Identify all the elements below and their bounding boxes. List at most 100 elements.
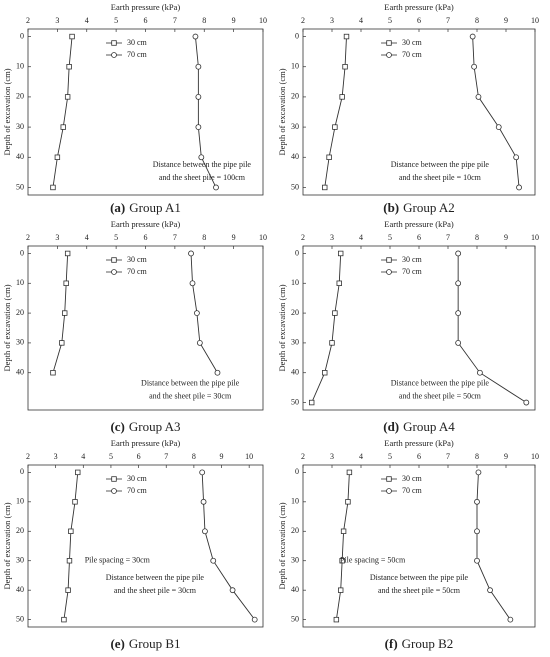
caption-label: (b): [383, 200, 399, 215]
y-tick-label: 50: [16, 182, 24, 191]
marker-square: [339, 558, 345, 564]
x-tick-label: 4: [359, 233, 363, 242]
y-tick-label: 30: [16, 556, 24, 565]
marker-circle: [386, 488, 392, 494]
x-tick-label: 9: [504, 452, 508, 461]
marker-circle: [229, 587, 236, 594]
marker-square: [326, 154, 332, 160]
marker-square: [63, 280, 69, 286]
x-tick-label: 7: [446, 16, 450, 25]
x-tick-label: 9: [504, 233, 508, 242]
marker-circle: [386, 52, 392, 58]
marker-square: [339, 94, 345, 100]
y-tick-label: 50: [16, 614, 24, 623]
marker-circle: [455, 310, 462, 316]
y-axis-title: Depth of excavation (cm): [277, 502, 287, 589]
x-tick-label: 6: [144, 16, 148, 25]
x-tick-label: 5: [114, 16, 118, 25]
marker-circle: [195, 63, 202, 70]
annotation: Distance between the pipe pile: [391, 160, 490, 169]
marker-circle: [195, 94, 202, 100]
x-tick-label: 7: [446, 452, 450, 461]
x-tick-label: 9: [232, 16, 236, 25]
x-tick-label: 8: [475, 452, 479, 461]
y-tick-label: 0: [20, 31, 24, 40]
y-tick-label: 20: [16, 92, 24, 101]
marker-circle: [474, 498, 480, 505]
marker-circle: [476, 369, 483, 376]
marker-circle: [195, 124, 202, 130]
annotation: and the sheet pile = 30cm: [114, 586, 197, 595]
marker-circle: [200, 498, 207, 505]
marker-circle: [455, 340, 462, 346]
y-axis-title: Depth of excavation (cm): [2, 68, 12, 155]
marker-square: [322, 370, 328, 376]
y-tick-label: 10: [16, 278, 24, 287]
y-tick-label: 20: [291, 526, 299, 535]
marker-square: [64, 94, 71, 100]
x-tick-label: 5: [114, 233, 118, 242]
annotation: and the sheet pile = 50cm: [399, 392, 482, 401]
x-tick-label: 3: [330, 16, 334, 25]
marker-square: [337, 250, 344, 257]
caption-label: (d): [383, 419, 399, 434]
caption-text: Group A2: [403, 200, 455, 215]
y-tick-label: 0: [295, 467, 299, 476]
marker-square: [69, 33, 75, 40]
marker-circle: [487, 587, 493, 594]
x-tick-label: 10: [531, 16, 539, 25]
marker-square: [111, 257, 117, 263]
x-tick-label: 10: [259, 233, 267, 242]
series-line: [324, 36, 347, 188]
marker-circle: [213, 184, 219, 191]
series-line: [472, 36, 520, 188]
marker-square: [72, 499, 78, 505]
x-tick-label: 5: [388, 452, 392, 461]
legend-label: 30 cm: [402, 474, 423, 483]
marker-circle: [198, 154, 205, 161]
y-axis-title: Depth of excavation (cm): [2, 502, 12, 589]
legend-label: 30 cm: [127, 474, 148, 483]
marker-square: [343, 33, 350, 40]
x-tick-label: 2: [301, 233, 305, 242]
marker-square: [332, 310, 338, 316]
y-axis-title: Depth of excavation (cm): [2, 284, 12, 371]
y-tick-label: 40: [16, 368, 24, 377]
legend-label: 70 cm: [127, 50, 148, 59]
caption: (c) Group A3: [110, 419, 180, 434]
x-tick-label: 3: [54, 452, 58, 461]
annotation: Pile spacing = 30cm: [85, 555, 151, 564]
marker-square: [342, 64, 348, 70]
marker-circle: [210, 557, 217, 564]
x-tick-label: 10: [259, 16, 267, 25]
marker-circle: [111, 52, 117, 58]
x-tick-label: 6: [137, 452, 141, 461]
marker-square: [66, 64, 72, 70]
y-tick-label: 0: [295, 31, 299, 40]
marker-circle: [471, 63, 478, 70]
caption-text: Group A1: [129, 200, 181, 215]
marker-square: [59, 340, 65, 346]
y-tick-label: 50: [291, 182, 299, 191]
marker-circle: [495, 124, 502, 130]
caption: (b) Group A2: [383, 200, 455, 215]
y-tick-label: 10: [291, 62, 299, 71]
marker-square: [111, 476, 117, 482]
y-tick-label: 10: [16, 497, 24, 506]
x-tick-label: 2: [26, 452, 30, 461]
series-line: [52, 36, 73, 188]
marker-square: [111, 40, 117, 46]
marker-circle: [507, 616, 514, 623]
marker-circle: [251, 616, 258, 623]
x-tick-label: 4: [359, 452, 363, 461]
marker-circle: [214, 369, 221, 376]
y-tick-label: 0: [20, 248, 24, 257]
panel: 2 3 4 5 6 7 8 9 10 0 10 20 30 40 50 Earth pressure (kPa…: [2, 2, 267, 215]
marker-square: [346, 469, 353, 476]
x-axis-title: Earth pressure (kPa): [111, 219, 181, 229]
caption-label: (c): [110, 419, 124, 434]
legend-label: 70 cm: [402, 486, 423, 495]
annotation: and the sheet pile = 100cm: [159, 173, 246, 182]
y-tick-label: 20: [291, 308, 299, 317]
x-axis-title: Earth pressure (kPa): [111, 2, 181, 12]
